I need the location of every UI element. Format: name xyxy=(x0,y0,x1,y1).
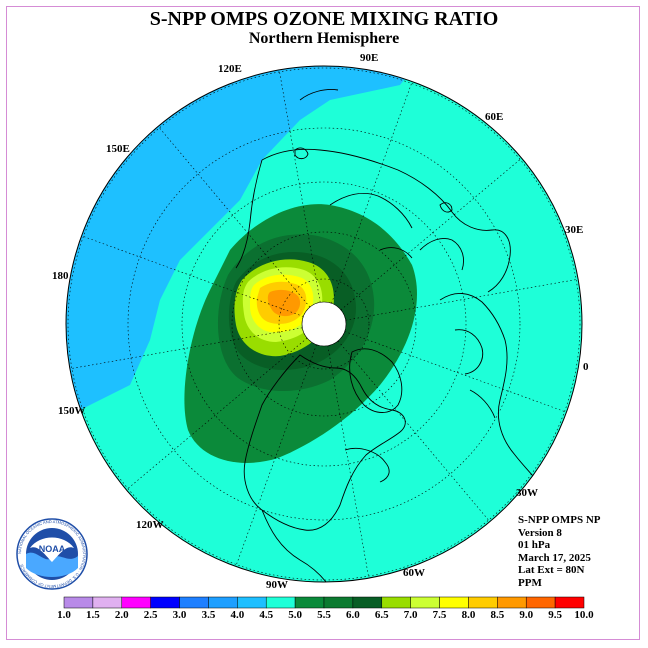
colorbar-swatch xyxy=(265,596,296,609)
info-units: PPM xyxy=(518,576,542,589)
lon-label-30w: 30W xyxy=(516,487,538,499)
colorbar-swatch xyxy=(150,596,180,609)
colorbar-swatch xyxy=(497,596,527,609)
colorbar-tick-label: 8.5 xyxy=(490,609,504,621)
info-pressure-level: 01 hPa xyxy=(518,539,551,551)
pole-data-gap xyxy=(301,301,347,347)
colorbar-swatch xyxy=(237,596,267,609)
colorbar-tick-label: 1.0 xyxy=(57,609,71,621)
lon-label-90e: 90E xyxy=(360,52,378,64)
meridians xyxy=(69,69,579,579)
lon-label-150e: 150E xyxy=(106,143,130,155)
colorbar-swatch xyxy=(439,596,469,609)
colorbar-swatch xyxy=(179,596,209,609)
colorbar-swatch xyxy=(410,596,440,609)
meridian-line xyxy=(235,344,317,567)
meridian-line xyxy=(327,345,370,579)
map-subtitle: Northern Hemisphere xyxy=(248,30,400,47)
colorbar-swatch xyxy=(525,596,556,609)
colorbar-tick-label: 7.5 xyxy=(433,609,447,621)
colorbar-tick-label: 9.0 xyxy=(519,609,533,621)
meridian-line xyxy=(331,81,413,304)
longitude-labels: 90E 60E 30E 0 30W 60W 90W 120W 150W 180 … xyxy=(52,52,589,591)
product-info: S-NPP OMPS NP Version 8 01 hPa March 17,… xyxy=(518,514,601,589)
colorbar-swatch xyxy=(554,596,585,609)
info-version: Version 8 xyxy=(518,526,562,539)
colorbar-tick-label: 3.0 xyxy=(173,609,187,621)
colorbar-swatch xyxy=(381,596,411,609)
colorbar-tick-label: 4.0 xyxy=(230,609,244,621)
lon-label-0: 0 xyxy=(583,361,589,373)
colorbar-tick-label: 5.5 xyxy=(317,609,331,621)
colorbar-tick-label: 8.0 xyxy=(462,609,476,621)
meridian-line xyxy=(344,331,567,413)
colorbar-tick-label: 9.5 xyxy=(548,609,562,621)
meridian-line xyxy=(278,69,321,303)
lon-label-60w: 60W xyxy=(403,567,425,579)
info-lat-extent: Lat Ext = 80N xyxy=(518,564,585,576)
meridian-line xyxy=(69,327,303,370)
colorbar-swatch xyxy=(468,596,498,609)
colorbar-tick-label: 6.5 xyxy=(375,609,389,621)
lon-label-30e: 30E xyxy=(565,224,583,236)
meridian-line xyxy=(337,340,491,522)
colorbar-tick-label: 5.0 xyxy=(288,609,302,621)
colorbar-swatch xyxy=(352,596,383,609)
figure-frame xyxy=(6,6,640,640)
lon-label-180: 180 xyxy=(52,270,69,282)
color-bar: 1.0 1.5 2.0 2.5 3.0 3.5 4.0 4.5 5.0 5.5 6.0 6.5 7.0 7… xyxy=(57,596,594,621)
colorbar-tick-label: 3.5 xyxy=(202,609,216,621)
lon-label-150w: 150W xyxy=(58,405,86,417)
colorbar-tick-label: 6.0 xyxy=(346,609,360,621)
colorbar-tick-label: 2.5 xyxy=(144,609,158,621)
lon-label-90w: 90W xyxy=(266,579,288,591)
colorbar-tick-label: 10.0 xyxy=(574,609,594,621)
colorbar-tick-label: 4.5 xyxy=(259,609,273,621)
meridian-line xyxy=(81,235,304,317)
colorbar-swatch xyxy=(92,596,123,609)
colorbar-swatch xyxy=(63,596,94,609)
coastlines xyxy=(235,89,549,582)
field-low-region xyxy=(66,66,420,420)
lon-label-120w: 120W xyxy=(136,519,164,531)
colorbar-tick-label: 7.0 xyxy=(404,609,418,621)
colorbar-swatch xyxy=(323,596,354,609)
noaa-logo: NOAA NATIONAL OCEANIC AND ATMOSPHERIC AD… xyxy=(16,518,88,590)
meridian-line xyxy=(340,157,522,311)
meridian-line xyxy=(126,337,308,491)
info-instrument: S-NPP OMPS NP xyxy=(518,514,601,526)
colorbar-swatch xyxy=(294,596,325,609)
colorbar-tick-label: 1.5 xyxy=(86,609,100,621)
colorbar-swatch xyxy=(121,596,151,609)
map-boundary xyxy=(65,65,583,583)
lon-label-120e: 120E xyxy=(218,63,242,75)
colorbar-swatch xyxy=(208,596,238,609)
lon-label-60e: 60E xyxy=(485,111,503,123)
meridian-line xyxy=(157,126,311,308)
colorbar-tick-label: 2.0 xyxy=(115,609,129,621)
info-date: March 17, 2025 xyxy=(518,551,591,564)
latitude-circles xyxy=(67,67,581,581)
map-title: S-NPP OMPS OZONE MIXING RATIO xyxy=(149,8,499,30)
field-orange xyxy=(267,289,301,317)
noaa-logo-text: NOAA xyxy=(39,544,66,554)
meridian-line xyxy=(345,278,579,321)
